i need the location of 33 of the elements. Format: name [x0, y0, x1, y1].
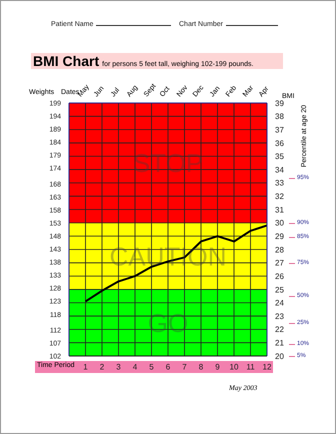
y2-tick-label: 20 [275, 352, 284, 361]
y2-tick-label: 38 [275, 112, 284, 122]
y2-tick-label: 36 [275, 138, 284, 148]
x-tick-label: 12 [262, 362, 272, 372]
x-tick-label: 2 [100, 362, 105, 372]
chart-title: BMI Chart [33, 53, 100, 69]
y2-tick-label: 35 [275, 152, 284, 162]
y2-tick-label: 26 [275, 272, 284, 281]
y2-tick-label: 21 [275, 338, 284, 348]
y2-tick-label: 39 [275, 98, 284, 108]
x-tick-label: 10 [230, 362, 239, 372]
y2-tick-label: 37 [275, 125, 284, 134]
y2-tick-label: 27 [275, 258, 284, 268]
y2-tick-label: 32 [275, 192, 284, 202]
x-tick-label: 6 [166, 362, 171, 372]
x-tick-label: 4 [132, 362, 138, 372]
y2-tick-label: 31 [275, 205, 284, 214]
y2-tick-label: 22 [275, 325, 284, 334]
y2-tick-label: 33 [275, 178, 284, 188]
y2-tick-label: 25 [275, 285, 284, 294]
y2-tick-label: 29 [275, 232, 284, 241]
y2-tick-label: 30 [275, 218, 284, 228]
y2-tick-label: 28 [275, 245, 284, 254]
x-tick-label: 5 [149, 362, 154, 372]
x-tick-label: 7 [182, 362, 188, 372]
x-tick-label: 8 [198, 362, 204, 372]
y2-tick-label: 24 [275, 298, 284, 308]
x-tick-label: 11 [246, 362, 256, 372]
x-tick-label: 3 [116, 362, 122, 372]
x-tick-label: 1 [83, 362, 88, 372]
y2-tick-label: 34 [275, 165, 284, 174]
y2-tick-label: 23 [275, 312, 284, 321]
x-tick-label: 9 [215, 362, 220, 372]
